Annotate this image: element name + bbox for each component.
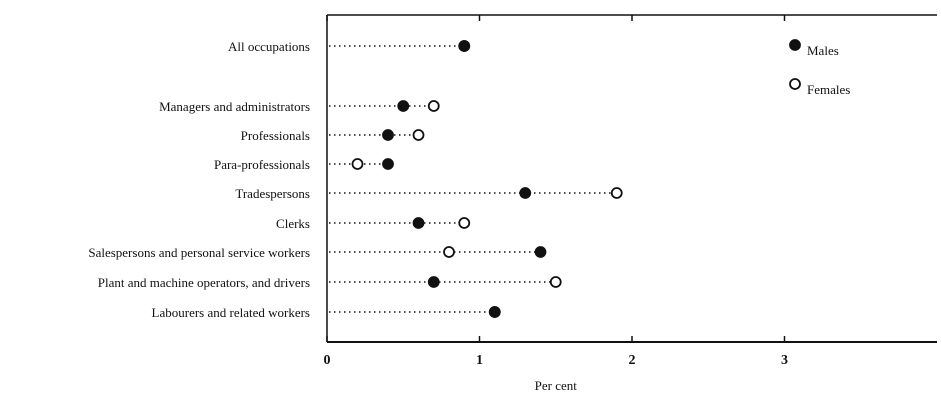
point-males (397, 100, 410, 112)
point-males (534, 246, 547, 258)
x-axis-title: Per cent (535, 378, 578, 393)
point-males (458, 40, 471, 52)
category-label: Clerks (276, 216, 310, 231)
category-label: Tradespersons (235, 186, 310, 201)
point-males (412, 217, 425, 229)
category-label: Plant and machine operators, and drivers (98, 275, 310, 290)
axes (326, 14, 937, 343)
category-label: Professionals (241, 128, 310, 143)
x-tick-label: 0 (324, 353, 331, 368)
legend: Males Females (789, 39, 850, 97)
point-females (443, 246, 455, 258)
x-tick-label: 3 (781, 353, 788, 368)
point-females (458, 217, 471, 229)
legend-label-females: Females (807, 82, 850, 97)
x-tick-label: 2 (629, 353, 636, 368)
category-label: All occupations (228, 39, 310, 54)
x-ticks (326, 15, 786, 342)
legend-label-males: Males (807, 43, 839, 58)
point-females (427, 100, 440, 112)
category-label: Managers and administrators (159, 99, 310, 114)
point-females (412, 129, 425, 141)
point-males (427, 276, 440, 288)
data-points (351, 40, 623, 318)
leader-lines (329, 45, 617, 313)
x-tick-labels: 0 1 2 3 (324, 353, 789, 368)
point-females (549, 276, 562, 288)
point-males (488, 306, 501, 318)
point-males (382, 129, 394, 141)
category-label: Salespersons and personal service worker… (88, 245, 310, 260)
point-males (382, 158, 394, 170)
category-labels: All occupations Managers and administrato… (88, 39, 310, 320)
category-label: Para-professionals (214, 157, 310, 172)
category-label: Labourers and related workers (152, 305, 310, 320)
point-males (519, 187, 532, 199)
x-tick-label: 1 (476, 353, 483, 368)
point-females (610, 187, 623, 199)
legend-marker-females (789, 78, 801, 90)
point-females (351, 158, 364, 170)
legend-marker-males (789, 39, 801, 51)
